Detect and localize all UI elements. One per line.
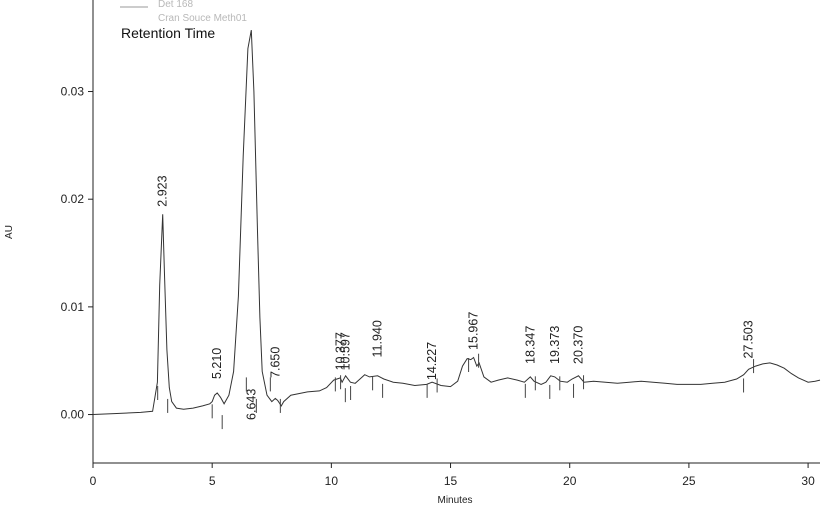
x-tick-label: 0 [90,474,97,488]
y-tick-label: 0.00 [61,408,85,422]
y-tick-label: 0.02 [61,192,85,206]
peak-label: 14.227 [425,342,439,380]
y-tick-label: 0.01 [61,300,85,314]
peak-label: 20.370 [572,326,586,364]
x-tick-label: 25 [682,474,696,488]
x-tick-label: 20 [563,474,577,488]
y-axis-title: AU [4,225,15,239]
legend-entry-sample: Cran Souce Meth01 [158,13,247,24]
peak-label: 7.650 [268,347,282,378]
series-line [92,30,821,415]
peak-label: 10.377 [333,332,347,370]
peak-label: 6.643 [244,389,258,420]
peak-label: 27.503 [742,320,756,358]
legend-entry-detector: Det 168 [158,0,193,10]
x-tick-label: 30 [801,474,815,488]
x-tick-label: 15 [444,474,458,488]
axes: 0 5 10 15 20 25 30 0.00 0.01 0.02 0.03 [61,0,820,488]
peak-label: 15.967 [467,312,481,350]
peak-label: 18.347 [523,326,537,364]
y-tick-label: 0.03 [61,85,85,99]
peak-label: 11.940 [371,320,385,357]
peak-label: 2.923 [156,175,170,206]
x-tick-label: 10 [325,474,339,488]
legend: Det 168 Cran Souce Meth01 Retention Time [120,0,247,41]
peak-label: 5.210 [210,348,224,379]
peak-label: 10.597 [339,332,353,370]
x-axis-title: Minutes [437,495,472,506]
legend-title: Retention Time [121,25,215,41]
x-tick-label: 5 [209,474,216,488]
peak-label: 19.373 [548,326,562,364]
